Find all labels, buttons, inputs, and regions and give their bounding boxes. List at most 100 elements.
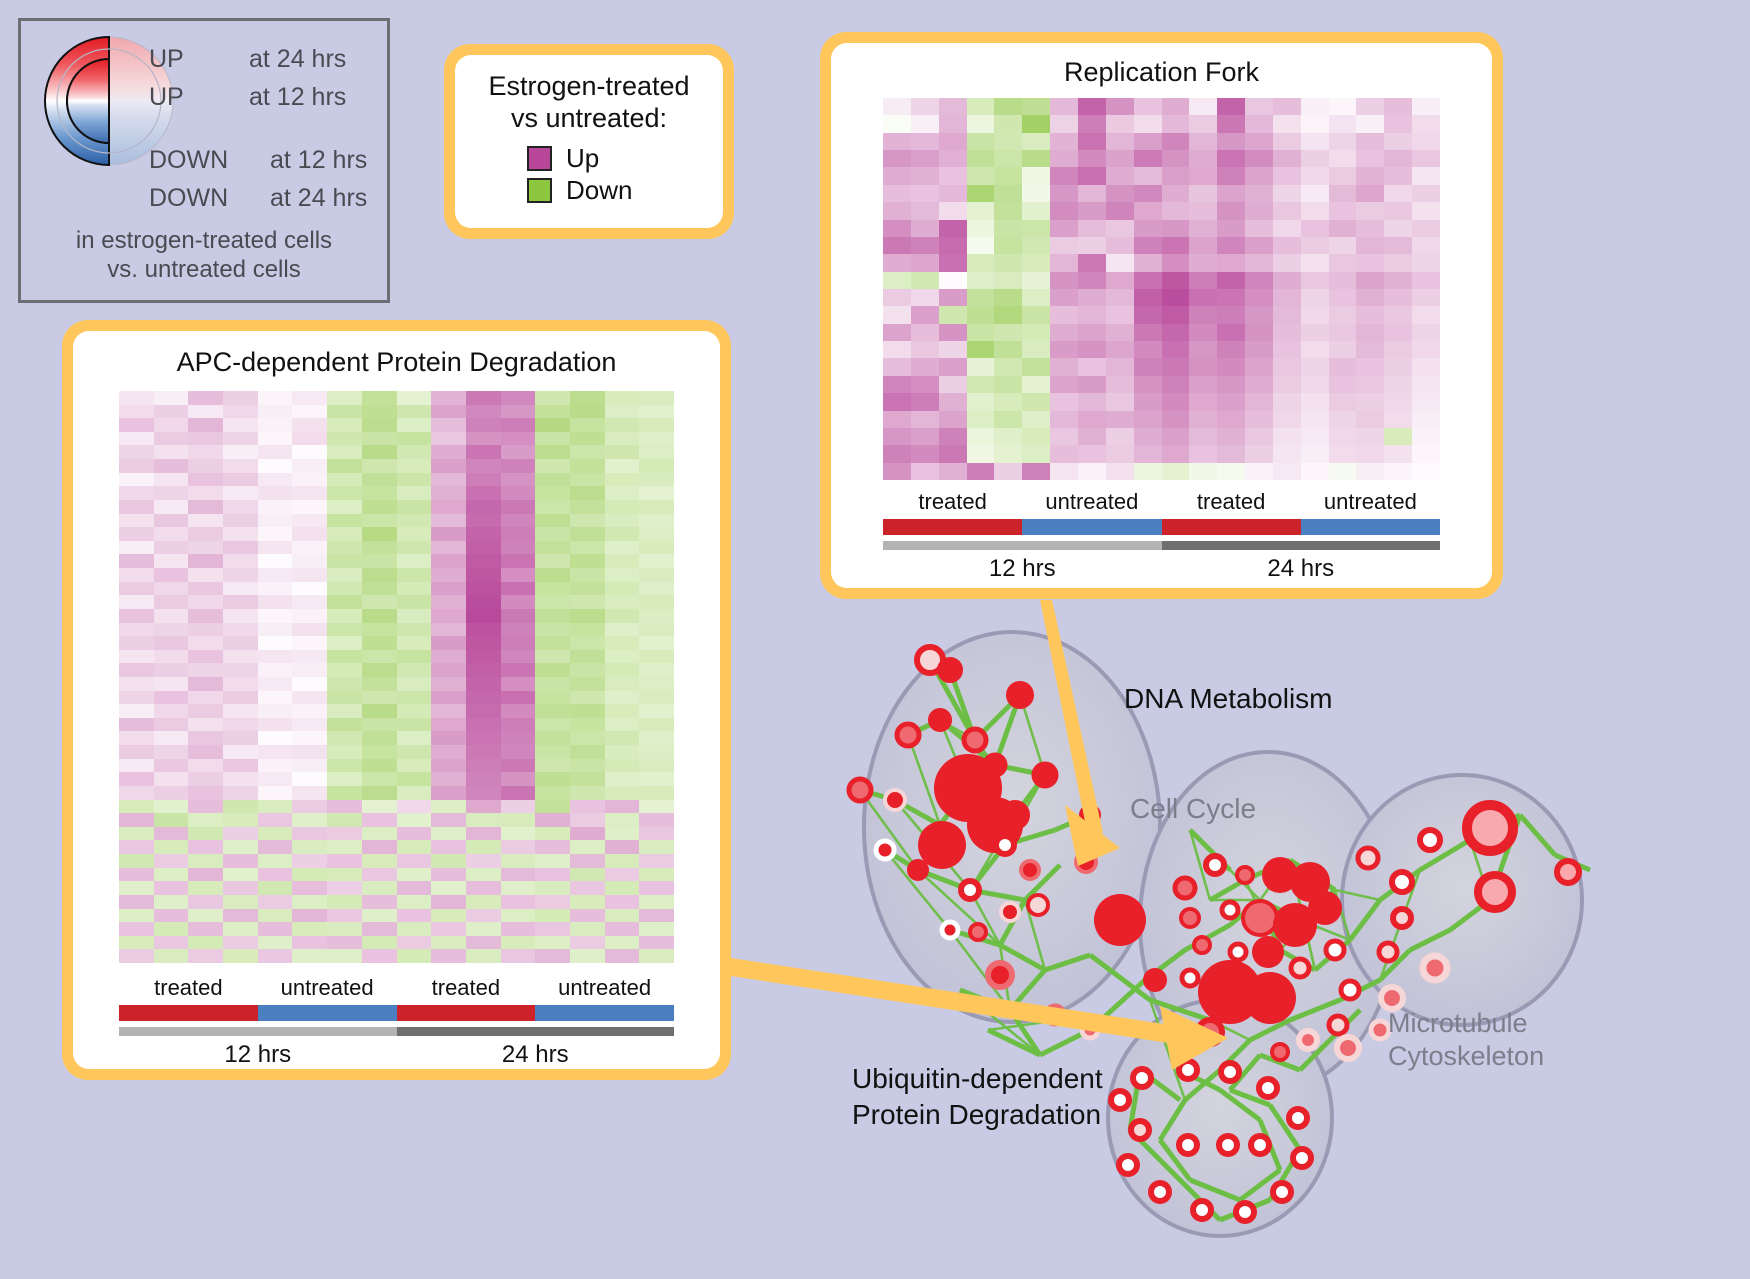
heatmap-cell (883, 132, 911, 151)
heatmap-cell (1189, 271, 1218, 289)
heatmap-cell (1300, 254, 1329, 272)
heatmap-cell (396, 731, 432, 746)
heatmap-cell (223, 486, 258, 500)
heatmap-cell (500, 486, 536, 500)
heatmap-cell (535, 785, 570, 800)
heatmap-cell (1217, 462, 1246, 480)
heatmap-cell (1356, 375, 1385, 394)
heatmap-cell (1217, 288, 1246, 307)
heatmap-cell (966, 98, 995, 116)
heatmap-cell (883, 202, 911, 220)
color-key-footnote-line2: vs. untreated cells (107, 256, 301, 284)
heatmap-cell (223, 894, 258, 909)
heatmap-cell (153, 949, 189, 963)
heatmap-cell (569, 595, 605, 609)
heatmap-cell (1356, 427, 1385, 446)
heatmap-cell (431, 676, 466, 691)
heatmap-cell (883, 219, 911, 237)
heatmap-cell (1050, 219, 1078, 237)
heatmap-cell (1022, 427, 1051, 446)
heatmap-cell (1022, 150, 1051, 168)
heatmap-cell (994, 132, 1023, 151)
heatmap-cell (431, 418, 466, 432)
heatmap-cell (153, 922, 189, 936)
time-label-12h: 12 hrs (224, 1041, 292, 1068)
network-node (1262, 857, 1298, 893)
heatmap-cell (396, 676, 432, 691)
network-node (846, 776, 874, 804)
heatmap-cell (1328, 236, 1357, 255)
heatmap-cell (1356, 271, 1385, 289)
heatmap-cell (396, 554, 432, 569)
heatmap-cell (1050, 393, 1078, 411)
heatmap-cell (361, 595, 397, 609)
heatmap-cell (431, 459, 466, 473)
heatmap-cell (153, 785, 189, 800)
heatmap-cell (1245, 132, 1273, 151)
heatmap-cell (1412, 115, 1440, 133)
heatmap-cell (569, 568, 605, 582)
heatmap-cell (604, 758, 640, 773)
time-bar-24h (396, 1027, 674, 1036)
heatmap-cell (292, 527, 328, 541)
heatmap-cell (153, 799, 189, 814)
heatmap-cell (1412, 254, 1440, 272)
heatmap-cell (994, 236, 1023, 255)
heatmap-cell (1356, 341, 1385, 359)
heatmap-cell (604, 881, 640, 895)
heatmap-cell (396, 867, 432, 882)
heatmap-cell (465, 459, 501, 473)
heatmap-cell (292, 404, 328, 419)
heatmap-cell (257, 554, 293, 569)
heatmap-cell (1272, 202, 1301, 220)
heatmap-cell (153, 717, 189, 732)
heatmap-cell (361, 636, 397, 650)
heatmap-cell (327, 894, 362, 909)
heatmap-cell (223, 554, 258, 569)
heatmap-cell (535, 554, 570, 569)
heatmap-cell (1133, 236, 1162, 255)
condition-label-2: treated (1196, 489, 1266, 514)
heatmap-cell (569, 445, 605, 460)
network-node (1286, 1106, 1310, 1130)
heatmap-cell (994, 427, 1023, 446)
heatmap-cell (257, 595, 293, 609)
heatmap-cell (465, 867, 501, 882)
heatmap-cell (223, 731, 258, 746)
heatmap-cell (119, 540, 154, 555)
heatmap-cell (188, 894, 224, 909)
heatmap-cell (1022, 306, 1051, 324)
heatmap-cell (910, 254, 939, 272)
heatmap-cell (1272, 445, 1301, 463)
heatmap-cell (1412, 445, 1440, 463)
heatmap-cell (535, 922, 570, 936)
heatmap-cell (1161, 462, 1190, 480)
heatmap-cell (119, 731, 154, 746)
heatmap-cell (938, 254, 967, 272)
heatmap-cell (1077, 323, 1106, 342)
heatmap-cell (361, 418, 397, 432)
apc-degradation-condition-bar (119, 1005, 674, 1021)
heatmap-cell (292, 922, 328, 936)
heatmap-cell (1105, 323, 1134, 342)
heatmap-cell (569, 826, 605, 841)
heatmap-cell (1300, 427, 1329, 446)
heatmap-cell (569, 418, 605, 432)
heatmap-cell (1412, 427, 1440, 446)
heatmap-cell (188, 908, 224, 923)
heatmap-cell (500, 758, 536, 773)
heatmap-cell (361, 472, 397, 487)
heatmap-cell (153, 894, 189, 909)
heatmap-cell (604, 568, 640, 582)
heatmap-cell (639, 826, 674, 841)
heatmap-cell (257, 704, 293, 718)
heatmap-cell (153, 840, 189, 855)
heatmap-cell (1328, 358, 1357, 376)
heatmap-cell (535, 445, 570, 460)
heatmap-cell (188, 690, 224, 705)
heatmap-cell (938, 150, 967, 168)
condition-label-2: treated (431, 975, 501, 1000)
heatmap-cell (1245, 358, 1273, 376)
heatmap-cell (604, 527, 640, 541)
color-key-time-1: at 12 hrs (249, 83, 347, 111)
